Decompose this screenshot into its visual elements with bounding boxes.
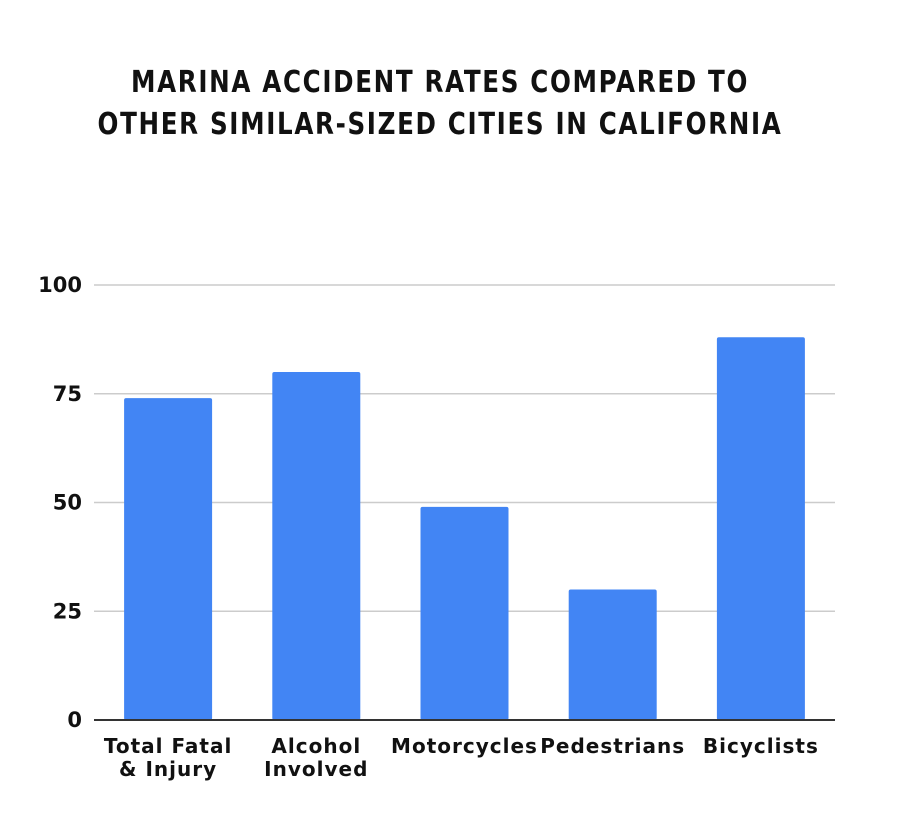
chart-title-line-1: MARINA ACCIDENT RATES COMPARED TO <box>131 65 749 100</box>
x-tick-label-2: Motorcycles <box>391 734 538 758</box>
x-axis-category-labels: Total Fatal & Injury Alcohol Involved Motorc… <box>104 734 819 781</box>
y-tick-label-0: 0 <box>67 708 82 732</box>
y-axis-tick-labels: 0 25 50 75 100 <box>38 273 82 732</box>
y-tick-label-25: 25 <box>53 599 82 623</box>
x-tick-label-1-line-0: Alcohol <box>271 734 361 758</box>
bar-4 <box>716 337 805 720</box>
y-tick-label-100: 100 <box>38 273 82 297</box>
bars <box>124 337 805 720</box>
x-tick-label-4: Bicyclists <box>703 734 819 758</box>
bar-0 <box>124 398 213 720</box>
x-tick-label-1: Alcohol Involved <box>264 734 368 781</box>
x-tick-label-3: Pedestrians <box>540 734 685 758</box>
x-tick-label-1-line-1: Involved <box>264 757 368 781</box>
x-tick-label-4-line-0: Bicyclists <box>703 734 819 758</box>
x-tick-label-2-line-0: Motorcycles <box>391 734 538 758</box>
bar-3 <box>568 589 657 720</box>
x-tick-label-0-line-1: & Injury <box>119 757 217 781</box>
x-tick-label-0: Total Fatal & Injury <box>104 734 233 781</box>
y-tick-label-50: 50 <box>53 491 82 515</box>
x-tick-label-0-line-0: Total Fatal <box>104 734 233 758</box>
chart-title-line-2: OTHER SIMILAR-SIZED CITIES IN CALIFORNIA <box>97 107 783 142</box>
chart-title: MARINA ACCIDENT RATES COMPARED TO OTHER … <box>79 62 801 146</box>
bar-2 <box>420 506 509 720</box>
x-tick-label-3-line-0: Pedestrians <box>540 734 685 758</box>
bar-1 <box>272 372 361 720</box>
y-tick-label-75: 75 <box>53 382 82 406</box>
